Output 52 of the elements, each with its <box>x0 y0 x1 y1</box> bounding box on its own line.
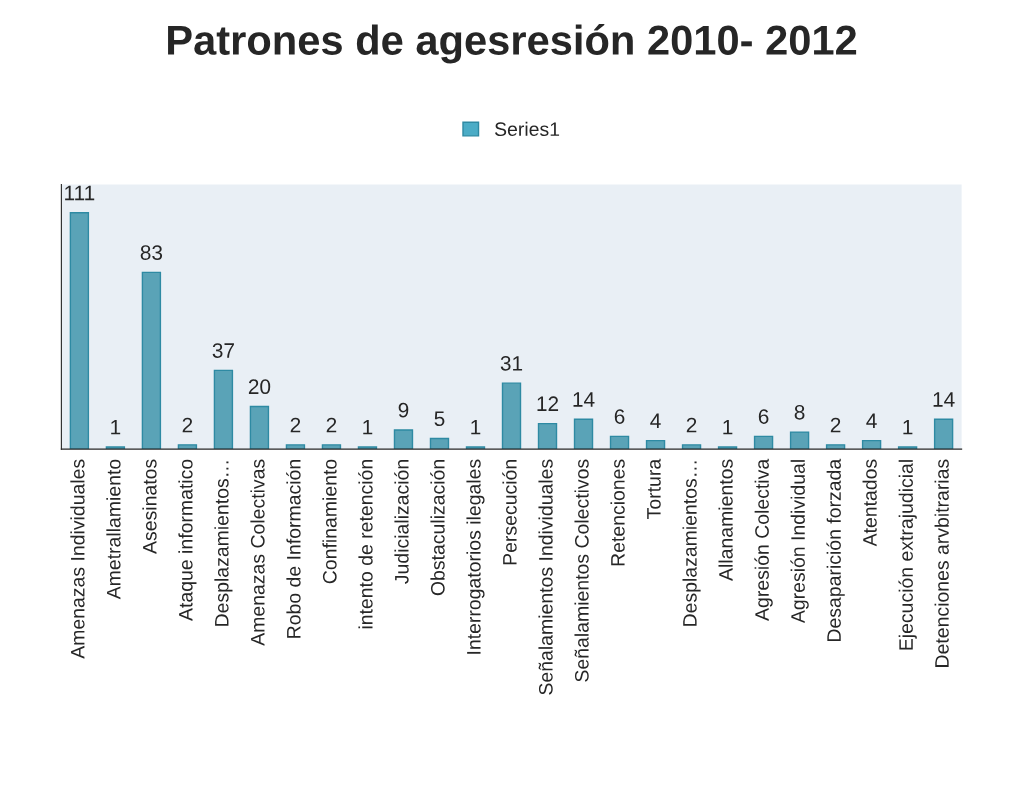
x-tick-label: Judicialización <box>394 460 409 584</box>
x-tick-label: Asesinatos <box>142 459 157 554</box>
x-tick-label: intento de retención <box>358 460 373 629</box>
data-label: 4 <box>650 413 661 428</box>
data-label: 1 <box>111 420 121 435</box>
x-tick-label: Ejecución extrajudicial <box>898 460 917 650</box>
data-label: 14 <box>573 392 595 407</box>
x-tick-label: Ametrallamiento <box>106 459 121 600</box>
x-tick-label: Atentados <box>862 459 877 547</box>
x-tick-label: Desaparición forzada <box>826 458 845 641</box>
data-label: 9 <box>398 402 409 418</box>
data-label: 2 <box>326 417 337 433</box>
x-tick-label: Allanamientos <box>718 459 733 581</box>
x-tick-label: Obstaculización <box>430 460 445 596</box>
data-label: 2 <box>182 417 193 433</box>
data-label: 111 <box>65 185 95 201</box>
data-label: 1 <box>471 420 481 435</box>
x-tick-label: Robo de Información <box>286 460 301 638</box>
x-tick-label: Desplazamientos… <box>682 461 701 626</box>
data-label: 2 <box>686 417 697 433</box>
x-tick-label: Tortura <box>647 458 661 519</box>
chart-title: Patrones de agesresión 2010- 2012 <box>168 24 857 64</box>
legend-label: Series1 <box>494 121 560 137</box>
x-tick-label: Confinamiento <box>322 459 337 584</box>
data-label: 4 <box>866 413 877 428</box>
x-tick-label: Interrogatorios ilegales <box>466 459 485 654</box>
data-label: 37 <box>212 343 234 358</box>
data-label: 2 <box>290 417 301 433</box>
x-tick-label: Señalamientos Colectivos <box>574 459 589 682</box>
data-label: 5 <box>434 411 445 427</box>
x-tick-label: Agresión Individual <box>790 460 809 624</box>
data-label: 8 <box>794 404 805 420</box>
x-tick-label: Ataque informatico <box>178 459 197 621</box>
data-label: 1 <box>363 420 373 435</box>
x-tick-label: Persecución <box>502 460 517 565</box>
data-label: 6 <box>614 409 625 424</box>
data-label: 31 <box>500 355 523 371</box>
x-tick-label: Amenazas Individuales <box>70 459 85 659</box>
data-label: 12 <box>537 396 559 411</box>
x-tick-label: Detenciones arvbitrarias <box>934 459 949 667</box>
x-tick-label: Señalamientos Individuales <box>538 459 553 695</box>
x-tick-label: Amenazas Colectivas <box>250 459 265 646</box>
x-tick-label: Desplazamientos… <box>214 461 233 626</box>
data-label: 2 <box>830 417 841 433</box>
data-label: 6 <box>758 409 769 424</box>
data-label: 83 <box>140 245 163 260</box>
data-label: 1 <box>723 420 733 435</box>
data-label: 1 <box>903 420 913 435</box>
data-label: 20 <box>248 379 271 395</box>
x-tick-label: Retenciones <box>610 459 625 566</box>
data-label: 14 <box>933 392 955 407</box>
x-tick-label: Agresión Colectiva <box>754 458 773 621</box>
